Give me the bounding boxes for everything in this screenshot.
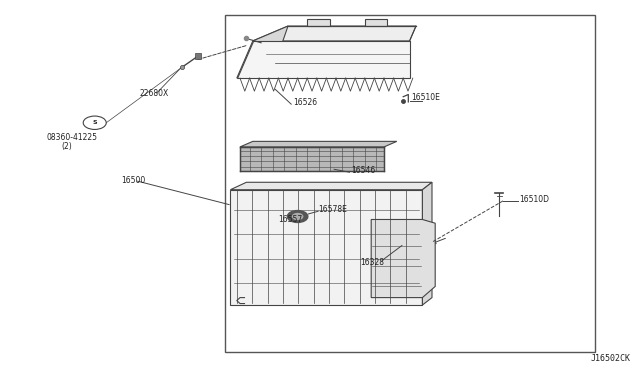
- Text: 16578E: 16578E: [318, 205, 347, 214]
- Circle shape: [292, 214, 303, 219]
- Text: 16500: 16500: [122, 176, 146, 185]
- Polygon shape: [237, 26, 288, 78]
- Text: 22680X: 22680X: [140, 89, 169, 98]
- Circle shape: [287, 211, 308, 222]
- Polygon shape: [240, 147, 384, 171]
- Polygon shape: [230, 190, 422, 305]
- Polygon shape: [422, 182, 432, 305]
- Text: 08360-41225: 08360-41225: [46, 132, 97, 141]
- Polygon shape: [253, 26, 416, 41]
- Text: J16502CK: J16502CK: [590, 354, 630, 363]
- Text: 16526: 16526: [293, 98, 317, 107]
- Text: 16546: 16546: [351, 166, 375, 175]
- Polygon shape: [237, 41, 410, 78]
- Polygon shape: [307, 19, 330, 26]
- Polygon shape: [365, 19, 387, 26]
- Polygon shape: [371, 219, 435, 298]
- Polygon shape: [240, 141, 397, 147]
- Bar: [225, 15, 595, 352]
- Text: 16510E: 16510E: [411, 93, 440, 102]
- Text: 16328: 16328: [360, 258, 384, 267]
- Text: 16510D: 16510D: [520, 195, 550, 204]
- Text: S: S: [92, 120, 97, 125]
- Text: (2): (2): [61, 142, 72, 151]
- Text: 16557: 16557: [278, 215, 303, 224]
- Polygon shape: [230, 182, 432, 190]
